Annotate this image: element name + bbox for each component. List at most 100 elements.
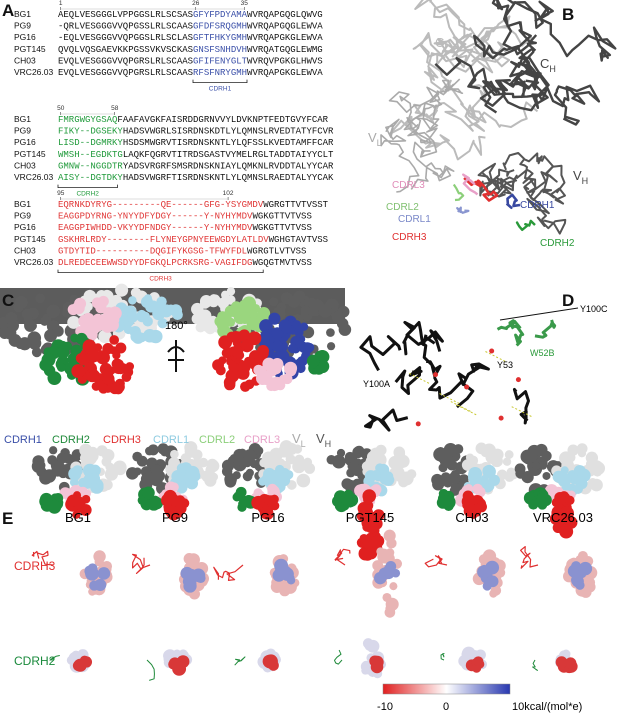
- sequence: LISD--DGMRKYHSDSMWGRVTISRDNSKNTLYLQFSSLK…: [58, 138, 334, 148]
- surface-atom: [371, 534, 385, 548]
- surface-atom: [23, 315, 33, 325]
- residue-label: Y100A: [363, 379, 390, 389]
- legend-label: CDRH3: [103, 434, 141, 446]
- panel-label: D: [562, 291, 574, 310]
- ruler-number: 58: [111, 105, 119, 112]
- sequence-post: HADSVWGRFTISRDNSKNTLYLQMNSLRAEDTALYYCAK: [123, 173, 334, 183]
- surface-atom: [295, 363, 306, 374]
- sequence-pre: -EQLVESGGGVVQPGGSLRLSCLAS: [58, 33, 193, 43]
- surface-atom: [439, 453, 454, 468]
- surface-atom: [13, 302, 24, 313]
- surface-atom: [535, 443, 548, 457]
- backbone: [515, 219, 536, 231]
- structure-label: CDRH2: [540, 238, 575, 249]
- surface-atom: [39, 358, 52, 372]
- sequence-cdr: GFTFHKYGMH: [193, 33, 247, 43]
- surface-atom: [383, 529, 396, 542]
- surface-atom: [71, 364, 86, 378]
- surface-atom: [364, 519, 378, 534]
- surface-atom: [464, 484, 474, 493]
- column-label: VRC26.03: [533, 510, 593, 525]
- surface-atom: [243, 449, 257, 463]
- surface-atom: [284, 364, 297, 377]
- surface-atom: [542, 471, 551, 480]
- surface-atom: [584, 581, 596, 593]
- sequence-cdr: WMSH--EGDKTG: [58, 150, 123, 160]
- surface-atom: [218, 356, 227, 365]
- sequence-cdr: GMNW--NGGDTR: [58, 161, 123, 171]
- sequence: EAGGPIWHDD-VKYYDFNDGY------Y-NYHYMDVWGKG…: [58, 223, 312, 233]
- surface-atom: [152, 302, 163, 313]
- surface-atom: [294, 454, 305, 465]
- surface-atom: [102, 373, 115, 385]
- backbone: [403, 320, 444, 352]
- surface-atom: [253, 488, 263, 498]
- surface-atom: [565, 452, 576, 463]
- surface-atom: [169, 304, 183, 317]
- sequence: -QRLVESGGGVVQPGSSLRLSCAASGFDFSRQGMHWVRQA…: [58, 22, 323, 32]
- surface-atom: [292, 320, 302, 330]
- backbone: [509, 323, 525, 347]
- surface-atom: [555, 656, 568, 669]
- sequence-post: LAQKFQGRVTITRDSGASTVYMELRGLTADDTAIYYCLT: [123, 150, 334, 160]
- surface-atom: [103, 307, 115, 319]
- surface-atom: [79, 443, 93, 457]
- surface-atom: [191, 449, 203, 461]
- surface-atom: [123, 325, 133, 335]
- surface-atom: [125, 362, 135, 371]
- surface-atom: [316, 350, 330, 364]
- surface-atom: [235, 486, 247, 498]
- surface-atom: [132, 330, 141, 340]
- surface-atom: [150, 496, 163, 510]
- backbone: [515, 168, 567, 235]
- backbone: [403, 83, 455, 131]
- water: [433, 372, 439, 378]
- surface-atom: [475, 486, 486, 498]
- surface-atom: [538, 461, 548, 470]
- sequence-name: BG1: [14, 114, 31, 124]
- sequence-cdr: FIKY--DGSEKY: [58, 127, 123, 137]
- surface-atom: [182, 575, 195, 588]
- surface-atom: [47, 371, 62, 386]
- surface-atom: [90, 322, 101, 334]
- surface-atom: [39, 492, 53, 506]
- backbone: [132, 553, 151, 574]
- surface-atom: [262, 654, 277, 669]
- panel-label: C: [2, 291, 14, 310]
- surface-atom: [206, 458, 219, 471]
- backbone: [496, 319, 522, 331]
- water: [464, 384, 470, 390]
- surface-atom: [473, 656, 484, 667]
- sequence-pre: EVQLVESGGGVVQPGRSLRLSCAAS: [58, 68, 193, 78]
- sequence: FMRGWGYGSAQFAAFAVGKFAISRDDGRNVVYLDVKNPTF…: [58, 115, 329, 125]
- surface-atom: [157, 318, 168, 329]
- surface-atom: [369, 656, 379, 666]
- surface-atom: [143, 294, 153, 303]
- sequence-name: PG9: [14, 126, 31, 136]
- surface-atom: [385, 548, 395, 557]
- surface-atom: [393, 446, 406, 459]
- sequence-pre: -QRLVESGGGVVQPGSSLRLSCAAS: [58, 22, 193, 32]
- rotation-arrow: [167, 340, 185, 372]
- surface-atom: [83, 289, 97, 303]
- surface-atom: [89, 580, 100, 591]
- structure-label: CDRL2: [386, 202, 419, 213]
- surface-atom: [274, 469, 288, 483]
- sequence-cdr: GFIFENYGLT: [193, 56, 248, 66]
- surface-atom: [326, 342, 336, 351]
- backbone: [456, 206, 470, 214]
- backbone: [388, 78, 464, 123]
- column-label: PG9: [162, 510, 188, 525]
- sequence: GMNW--NGGDTRYADSVRGRFSMSRDNSKNIAYLQMKNLR…: [58, 161, 334, 171]
- ruler-number: 50: [57, 105, 65, 112]
- surface-atom: [174, 508, 184, 518]
- surface-atom: [238, 499, 247, 509]
- backbone: [334, 548, 351, 566]
- cdr-bracket: [57, 269, 264, 273]
- backbone: [49, 655, 60, 661]
- surface-atom: [199, 295, 213, 308]
- surface-atom: [304, 463, 316, 474]
- surface-atom: [126, 467, 139, 480]
- surface-atom: [47, 500, 62, 514]
- structure-label: CDRL1: [398, 214, 431, 225]
